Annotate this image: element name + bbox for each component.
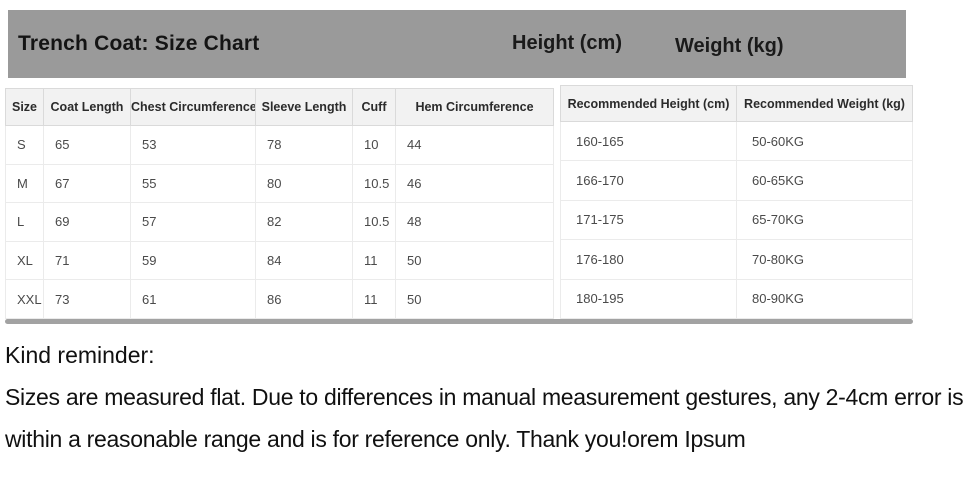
column-header: Size <box>5 88 44 126</box>
recommendation-table: Recommended Height (cm) Recommended Weigh… <box>560 85 913 319</box>
table-cell: 84 <box>255 240 353 281</box>
reminder-body: Sizes are measured flat. Due to differen… <box>5 384 964 452</box>
table-cell: 10 <box>352 125 396 165</box>
table-cell: 80-90KG <box>736 278 913 319</box>
column-header: Sleeve Length <box>255 88 353 126</box>
table-cell: 60-65KG <box>736 160 913 201</box>
table-cell: 44 <box>395 125 554 165</box>
table-cell: 61 <box>130 279 256 319</box>
page-title: Trench Coat: Size Chart <box>18 32 260 55</box>
table-cell: M <box>5 163 44 204</box>
table-cell: 50 <box>395 279 554 319</box>
table-cell: 166-170 <box>560 160 737 201</box>
table-cell: 11 <box>352 240 396 281</box>
table-row: M 67 55 80 10.5 46 <box>5 163 554 204</box>
header-row: Recommended Height (cm) Recommended Weigh… <box>560 85 913 122</box>
table-cell: 46 <box>395 163 554 204</box>
banner: Trench Coat: Size Chart Height (cm) Weig… <box>8 10 906 78</box>
table-cell: 53 <box>130 125 256 165</box>
table-row: 171-175 65-70KG <box>560 199 913 241</box>
column-header: Hem Circumference <box>395 88 554 126</box>
table-cell: 55 <box>130 163 256 204</box>
header-row: Size Coat Length Chest Circumference Sleeve… <box>5 88 554 126</box>
table-cell: 160-165 <box>560 120 737 162</box>
table-row: 166-170 60-65KG <box>560 160 913 201</box>
table-cell: 59 <box>130 240 256 281</box>
reminder-heading: Kind reminder: <box>5 342 155 368</box>
column-header: Chest Circumference <box>130 88 256 126</box>
table-cell: 10.5 <box>352 202 396 242</box>
banner-height-label: Height (cm) <box>512 32 622 55</box>
table-cell: 73 <box>43 279 131 319</box>
table-cell: 11 <box>352 279 396 319</box>
column-header: Coat Length <box>43 88 131 126</box>
table-cell: 171-175 <box>560 199 737 241</box>
table-cell: 71 <box>43 240 131 281</box>
reminder-section: Kind reminder: Sizes are measured flat. … <box>5 334 965 460</box>
table-cell: 48 <box>395 202 554 242</box>
table-cell: 86 <box>255 279 353 319</box>
table-row: S 65 53 78 10 44 <box>5 125 554 165</box>
table-cell: 50 <box>395 240 554 281</box>
column-header: Cuff <box>352 88 396 126</box>
table-cell: 50-60KG <box>736 120 913 162</box>
table-cell: L <box>5 202 44 242</box>
table-cell: 82 <box>255 202 353 242</box>
table-cell: 69 <box>43 202 131 242</box>
table-row: 160-165 50-60KG <box>560 120 913 162</box>
table-cell: S <box>5 125 44 165</box>
table-cell: 10.5 <box>352 163 396 204</box>
table-cell: 78 <box>255 125 353 165</box>
table-cell: 67 <box>43 163 131 204</box>
table-cell: XXL <box>5 279 44 319</box>
table-cell: 176-180 <box>560 239 737 280</box>
table-cell: 180-195 <box>560 278 737 319</box>
column-header: Recommended Weight (kg) <box>736 85 913 122</box>
size-measurements-table: Size Coat Length Chest Circumference Sleeve… <box>5 88 554 319</box>
horizontal-scrollbar[interactable] <box>5 319 913 324</box>
table-cell: 65 <box>43 125 131 165</box>
table-cell: 57 <box>130 202 256 242</box>
table-row: L 69 57 82 10.5 48 <box>5 202 554 242</box>
table-row: XXL 73 61 86 11 50 <box>5 279 554 319</box>
table-row: 180-195 80-90KG <box>560 278 913 319</box>
table-cell: 80 <box>255 163 353 204</box>
banner-weight-label: Weight (kg) <box>675 34 784 57</box>
table-row: XL 71 59 84 11 50 <box>5 240 554 281</box>
table-row: 176-180 70-80KG <box>560 239 913 280</box>
column-header: Recommended Height (cm) <box>560 85 737 122</box>
table-cell: 70-80KG <box>736 239 913 280</box>
table-cell: 65-70KG <box>736 199 913 241</box>
table-cell: XL <box>5 240 44 281</box>
